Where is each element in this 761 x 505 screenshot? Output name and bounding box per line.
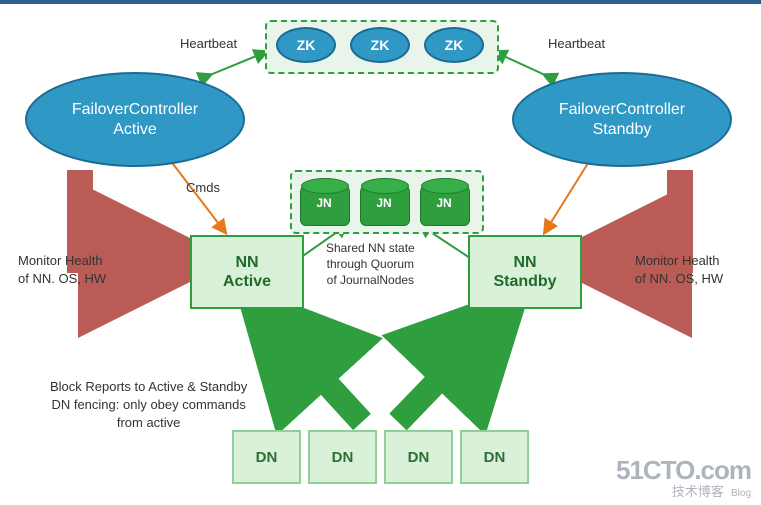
dn-node: DN <box>308 430 377 484</box>
dn-node: DN <box>384 430 453 484</box>
nn-active-label: NN Active <box>223 253 271 291</box>
dn-label: DN <box>408 449 430 466</box>
monitor-left-label: Monitor Health of NN. OS, HW <box>18 252 106 287</box>
nn-standby-label: NN Standby <box>493 253 556 291</box>
dn-node: DN <box>232 430 301 484</box>
watermark-line1: 51CTO.com <box>616 457 751 483</box>
jn-label: JN <box>360 196 408 210</box>
monitor-right-label: Monitor Health of NN. OS, HW <box>635 252 723 287</box>
zk-node: ZK <box>350 27 410 63</box>
dn-node: DN <box>460 430 529 484</box>
block-reports-label: Block Reports to Active & Standby DN fen… <box>50 378 247 433</box>
nn-standby: NN Standby <box>468 235 582 309</box>
failover-controller-standby: FailoverController Standby <box>512 72 732 167</box>
zk-label: ZK <box>371 37 390 53</box>
jn-label: JN <box>300 196 348 210</box>
heartbeat-right-label: Heartbeat <box>548 36 605 51</box>
watermark-line3: Blog <box>731 488 751 499</box>
shared-state-label: Shared NN state through Quorum of Journa… <box>326 240 415 289</box>
dn-label: DN <box>332 449 354 466</box>
dn-label: DN <box>256 449 278 466</box>
watermark: 51CTO.com 技术博客 Blog <box>616 457 751 499</box>
zk-node: ZK <box>276 27 336 63</box>
zk-label: ZK <box>297 37 316 53</box>
watermark-line2: 技术博客 <box>672 484 724 499</box>
top-bar <box>0 0 761 4</box>
zk-node: ZK <box>424 27 484 63</box>
dn-label: DN <box>484 449 506 466</box>
nn-active: NN Active <box>190 235 304 309</box>
failover-controller-active: FailoverController Active <box>25 72 245 167</box>
cmds-label: Cmds <box>186 180 220 195</box>
zk-label: ZK <box>445 37 464 53</box>
heartbeat-left-label: Heartbeat <box>180 36 237 51</box>
fc-standby-label: FailoverController Standby <box>559 100 685 140</box>
jn-label: JN <box>420 196 468 210</box>
fc-active-label: FailoverController Active <box>72 100 198 140</box>
